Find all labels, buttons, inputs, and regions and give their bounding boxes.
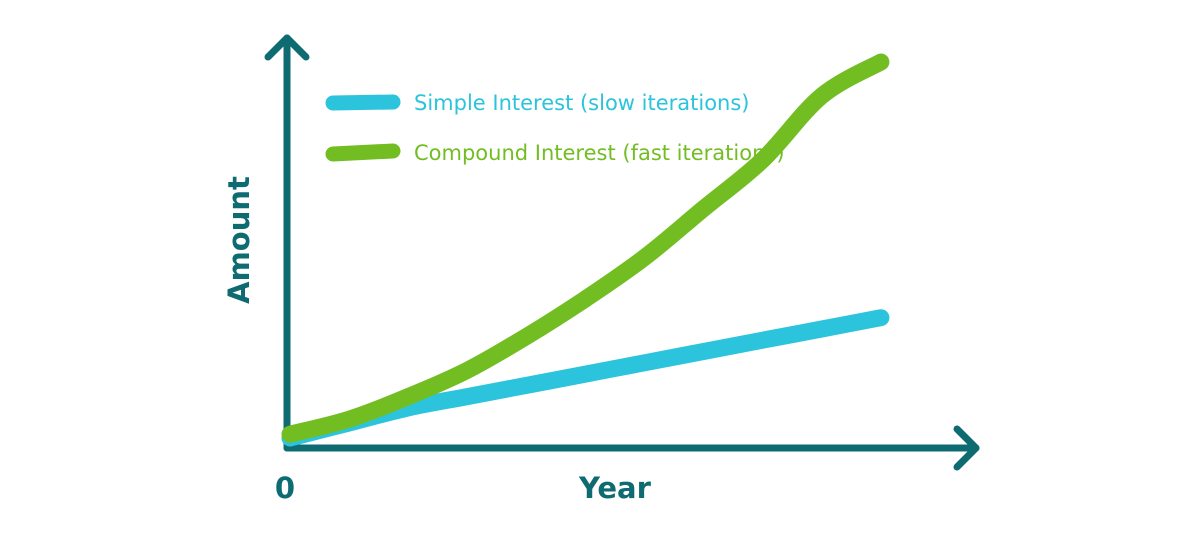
legend-item-simple-interest: Simple Interest (slow iterations) <box>325 91 750 115</box>
y-axis <box>264 34 310 452</box>
x-axis <box>283 425 980 471</box>
legend-swatch-simple-interest <box>325 94 401 111</box>
x-tick-label-0: 0 <box>275 471 295 505</box>
x-axis-label: Year <box>578 471 652 505</box>
legend-label-simple-interest: Simple Interest (slow iterations) <box>414 91 750 115</box>
series-simple-interest-line <box>281 309 890 447</box>
series-layer <box>281 53 890 447</box>
y-axis-label: Amount <box>222 176 256 304</box>
series-compound-interest-line <box>281 53 890 443</box>
legend: Simple Interest (slow iterations) Compou… <box>325 91 785 165</box>
legend-swatch-compound-interest <box>325 143 401 162</box>
y-axis-arrowhead <box>264 34 310 61</box>
x-axis-arrowhead <box>953 425 980 471</box>
legend-label-compound-interest: Compound Interest (fast iterations) <box>414 141 785 165</box>
legend-item-compound-interest: Compound Interest (fast iterations) <box>325 141 785 165</box>
